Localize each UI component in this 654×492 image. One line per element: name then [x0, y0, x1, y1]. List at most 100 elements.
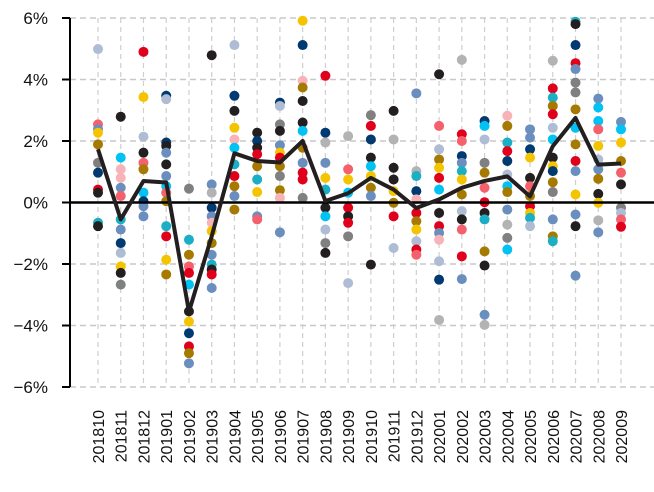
y-tick-label: −6% [14, 378, 49, 397]
data-point [183, 328, 194, 339]
data-point [456, 206, 467, 217]
x-tick-label: 202007 [569, 410, 586, 463]
data-point [274, 125, 285, 136]
data-point [616, 124, 626, 135]
data-point [229, 40, 240, 51]
data-point [525, 152, 536, 163]
data-point [616, 116, 626, 127]
data-point [343, 217, 354, 228]
data-point [616, 221, 626, 232]
data-point [593, 188, 604, 199]
data-point [411, 236, 422, 247]
data-point [456, 274, 467, 285]
data-point [502, 146, 513, 157]
data-point [479, 214, 490, 225]
data-point [502, 120, 513, 131]
data-point [502, 137, 513, 148]
x-tick-label: 201901 [159, 410, 176, 463]
data-point [570, 87, 581, 98]
data-point [411, 224, 422, 235]
data-point [456, 224, 467, 235]
data-point [229, 191, 240, 202]
data-point [274, 100, 285, 111]
data-point [570, 19, 581, 30]
average-line [96, 115, 622, 314]
data-point [456, 166, 467, 177]
data-point [456, 251, 467, 262]
x-tick-label: 202003 [478, 410, 495, 463]
y-tick-label: 2% [23, 132, 48, 151]
data-point [115, 224, 126, 235]
data-point [434, 69, 445, 80]
data-point [525, 144, 536, 155]
data-point [274, 140, 285, 151]
data-point [547, 177, 558, 188]
data-point [183, 316, 194, 327]
data-point [274, 192, 285, 203]
data-point [593, 173, 604, 184]
data-point [183, 234, 194, 245]
data-point [365, 134, 376, 145]
data-point [93, 44, 103, 55]
data-point [456, 174, 467, 185]
x-tick-label: 201810 [91, 410, 108, 463]
data-point [547, 187, 558, 198]
data-point [365, 110, 376, 121]
x-tick-label: 201911 [387, 410, 404, 462]
x-tick-label: 201905 [250, 410, 267, 463]
data-point [434, 274, 445, 285]
data-point [411, 249, 422, 260]
data-point [320, 202, 331, 213]
data-point [320, 238, 331, 249]
x-tick-label: 202009 [614, 410, 631, 463]
data-point [502, 204, 513, 215]
data-point [343, 174, 354, 185]
data-point [434, 234, 445, 245]
data-point [138, 46, 149, 57]
x-tick-label: 202006 [546, 410, 563, 463]
data-point [547, 92, 558, 103]
data-point [274, 227, 285, 238]
data-point [570, 270, 581, 281]
x-tick-label: 201811 [114, 410, 131, 462]
data-point [115, 267, 126, 278]
data-point [411, 171, 422, 182]
data-point [115, 182, 126, 193]
data-point [479, 182, 490, 193]
data-point [388, 243, 399, 254]
data-point [411, 88, 422, 99]
x-tick-label: 201904 [227, 410, 244, 463]
data-point [547, 55, 558, 66]
data-point [183, 358, 194, 369]
data-point [343, 202, 354, 213]
data-point [479, 120, 490, 131]
data-point [138, 147, 149, 158]
data-point [456, 136, 467, 146]
data-point [570, 64, 581, 75]
y-tick-label: 6% [23, 9, 48, 28]
data-point [115, 172, 126, 183]
data-point [593, 164, 604, 175]
data-point [434, 162, 445, 173]
y-tick-label: −2% [14, 255, 49, 274]
data-point [616, 179, 626, 190]
x-tick-label: 201908 [318, 410, 335, 463]
data-point [411, 207, 422, 218]
x-tick-label: 202002 [455, 410, 472, 463]
data-point [138, 92, 149, 103]
data-point [320, 247, 331, 258]
data-point [456, 54, 467, 65]
data-point [547, 122, 558, 133]
x-tick-label: 202008 [591, 410, 608, 463]
data-point [206, 202, 217, 213]
data-point [229, 122, 240, 133]
data-point [388, 174, 399, 185]
data-point [547, 109, 558, 120]
data-point [115, 152, 126, 163]
data-point [297, 174, 308, 185]
data-point [343, 231, 354, 242]
data-point [161, 159, 172, 170]
data-point [115, 247, 126, 258]
data-point [115, 164, 126, 175]
